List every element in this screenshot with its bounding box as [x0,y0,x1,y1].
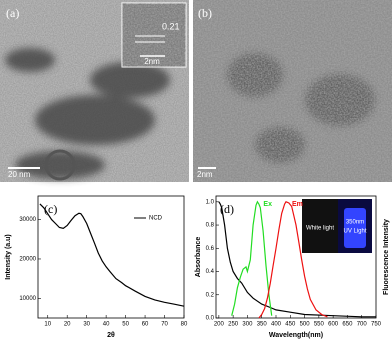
inset-label: UV Light [343,229,366,235]
scale-label: 2nm [197,170,213,179]
legend-label: NCD [149,216,163,222]
series-line [218,201,376,318]
series-label: Em [292,201,303,208]
y-tick-label: 0.2 [206,292,215,298]
plot-frame [37,195,185,319]
series-line [231,200,273,316]
x-tick-label: 40 [103,322,110,328]
series-label: Ex [263,201,272,208]
inset-label: White light [306,226,334,232]
y-tick-label: 10000 [19,296,36,302]
x-tick-label: 200 [214,322,225,328]
y-axis-label: Absorbance [195,237,202,278]
x-tick-label: 600 [328,322,339,328]
panel-label: (d) [220,202,234,216]
x-tick-label: 650 [342,322,353,328]
x-tick-label: 250 [228,322,239,328]
x-tick-label: 50 [122,322,129,328]
vesicle [44,149,76,181]
series-line [258,201,328,319]
y-tick-label: 1.0 [206,199,215,205]
y-tick-label: 30000 [19,217,36,223]
x-tick-label: 300 [242,322,253,328]
plot-frame [215,195,377,319]
y-tick-label: 0.0 [206,316,215,322]
x-tick-label: 550 [314,322,325,328]
x-tick-label: 700 [357,322,368,328]
x-tick-label: 400 [271,322,282,328]
x-axis-label: Wavelength(nm) [269,332,323,339]
x-tick-label: 80 [181,322,188,328]
panel-label: (c) [44,202,57,216]
inset-scale-label: 2nm [144,57,160,66]
panel-label: (a) [6,6,19,20]
x-tick-label: 750 [371,322,382,328]
x-tick-label: 30 [83,322,90,328]
lattice-spacing: 0.21 [162,21,180,31]
photo-white-light [302,199,338,253]
x-tick-label: 20 [64,322,71,328]
x-tick-label: 60 [142,322,149,328]
x-tick-label: 500 [300,322,311,328]
panel-label: (b) [198,6,212,20]
inset-label: 350nm [346,220,364,226]
tem-texture [193,0,392,182]
particle-clusters [5,48,170,179]
y-axis-label: Intensity (a.u) [5,234,12,280]
x-tick-label: 350 [257,322,268,328]
y2-axis-label: Fluorescence Intensity [383,219,390,295]
scale-label: 20 nm [8,170,31,179]
x-tick-label: 70 [161,322,168,328]
glowing-vial [344,208,366,248]
series-line [39,203,185,307]
y-tick-label: 0.8 [206,223,215,229]
x-tick-label: 10 [44,322,51,328]
x-tick-label: 450 [285,322,296,328]
y-tick-label: 0.6 [206,246,215,252]
y-tick-label: 20000 [19,257,36,263]
y-tick-label: 0.4 [206,269,215,275]
x-axis-label: 2θ [107,332,115,339]
